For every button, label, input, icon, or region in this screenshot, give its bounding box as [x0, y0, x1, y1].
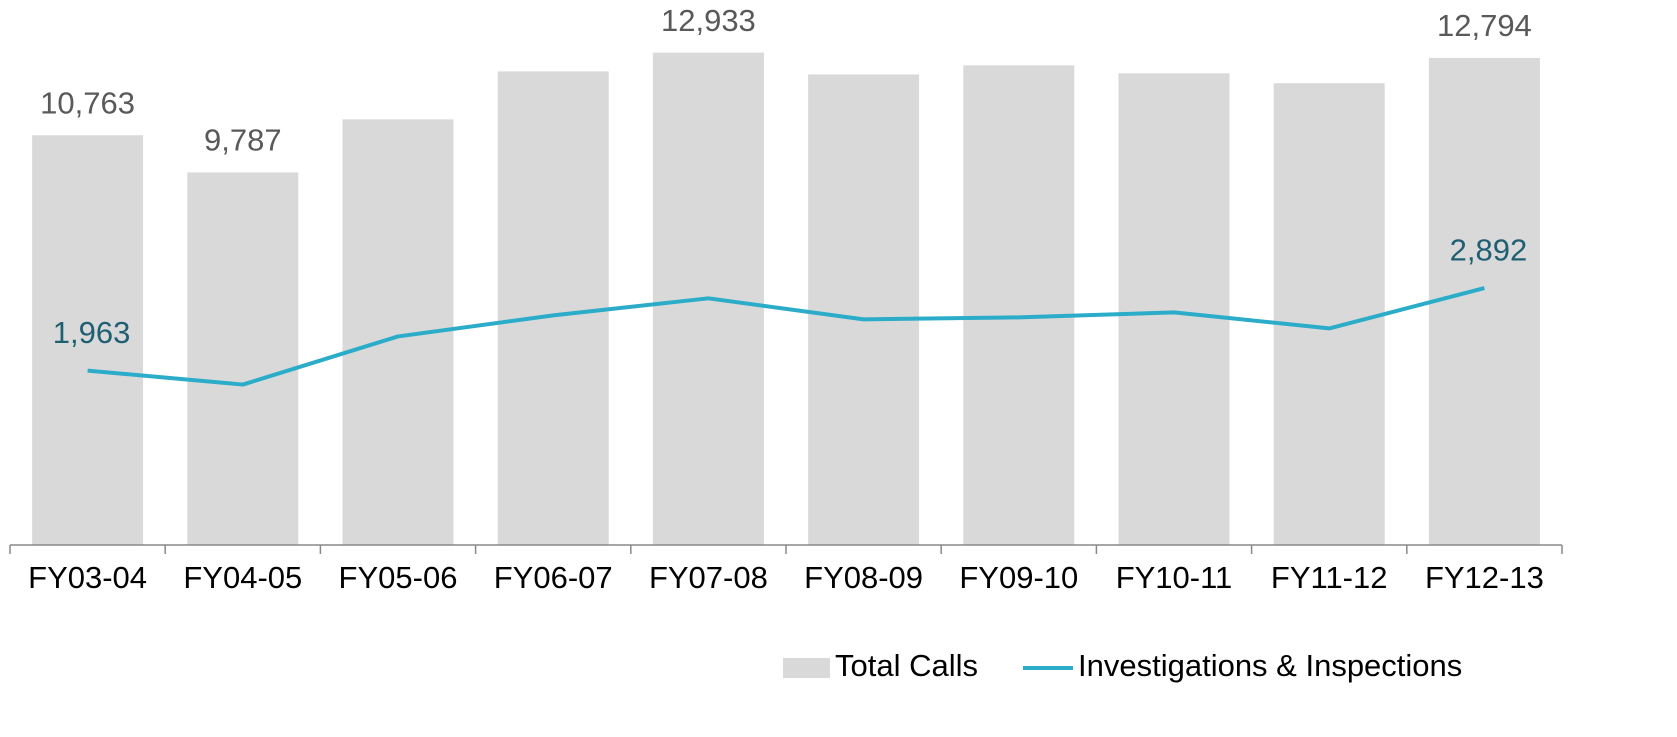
- bar-value-label: 9,787: [204, 123, 282, 158]
- legend-label: Total Calls: [835, 648, 978, 683]
- x-tick-label: FY08-09: [804, 560, 923, 595]
- bar: [1273, 83, 1385, 545]
- bar-value-label: 12,794: [1437, 8, 1532, 43]
- bar-value-label: 10,763: [40, 85, 135, 120]
- line: [87, 286, 1485, 387]
- bar: [963, 65, 1075, 546]
- bar: [497, 71, 609, 546]
- x-tick-label: FY03-04: [28, 560, 147, 595]
- x-tick-label: FY12-13: [1425, 560, 1544, 595]
- x-tick-label: FY06-07: [494, 560, 613, 595]
- bar: [1428, 57, 1540, 545]
- x-tick-label: FY04-05: [183, 560, 302, 595]
- x-tick-label: FY05-06: [339, 560, 458, 595]
- x-tick-label: FY09-10: [959, 560, 1078, 595]
- line-value-label: 1,963: [53, 315, 131, 350]
- bar: [187, 172, 299, 545]
- x-tick-label: FY07-08: [649, 560, 768, 595]
- legend-label: Investigations & Inspections: [1078, 648, 1462, 683]
- x-tick-label: FY10-11: [1116, 560, 1233, 595]
- x-tick-label: FY11-12: [1271, 560, 1388, 595]
- bar-value-label: 12,933: [661, 3, 756, 38]
- bar: [808, 74, 920, 546]
- legend-swatch: [783, 658, 830, 678]
- line-value-label: 2,892: [1450, 232, 1528, 267]
- bar: [32, 135, 144, 545]
- bar: [1118, 73, 1230, 546]
